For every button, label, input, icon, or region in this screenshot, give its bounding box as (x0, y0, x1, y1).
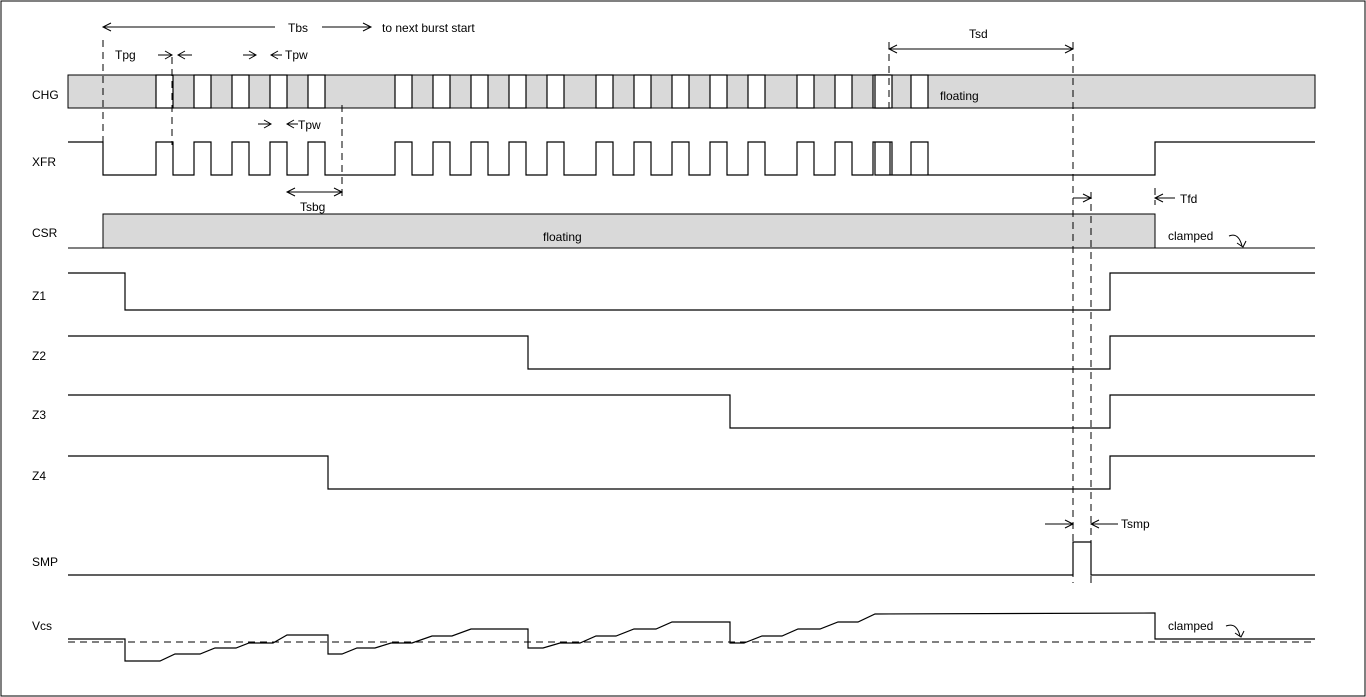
z4-waveform (68, 455, 1315, 490)
tpw-top-arrowhead-left (248, 50, 258, 60)
chg-pulse (193, 74, 212, 109)
tpw-xfr-arrowhead-left (263, 119, 273, 129)
chg-pulse (747, 74, 766, 109)
chg-waveform: floating (67, 74, 1316, 109)
tsbg-label: Tsbg (300, 200, 325, 214)
tpg-arrowhead-right (176, 50, 186, 60)
chg-floating-band (67, 74, 1316, 109)
chg-pulse (307, 74, 326, 109)
chg-pulse (796, 74, 815, 109)
smp-waveform (68, 541, 1315, 576)
signal-label-xfr: XFR (32, 155, 56, 169)
chg-pulse (269, 74, 288, 109)
tsbg-arrowhead-left (285, 187, 296, 197)
signal-label-z1: Z1 (32, 289, 46, 303)
vcs-clamped-arrowhead (1234, 630, 1245, 638)
tpg-dimension: Tpg (115, 48, 192, 62)
csr-clamped-label: clamped (1168, 229, 1213, 243)
signal-label-z4: Z4 (32, 469, 46, 483)
tsd-label: Tsd (969, 27, 988, 41)
signal-label-smp: SMP (32, 555, 58, 569)
csr-floating-label: floating (543, 230, 582, 244)
tsmp-arrowhead-right (1089, 519, 1100, 529)
chg-pulse (432, 74, 451, 109)
csr-floating-band (102, 213, 1156, 249)
tpw-top-label: Tpw (285, 48, 308, 62)
tbs-arrowhead-left (101, 22, 112, 32)
chg-pulse (546, 74, 565, 109)
tsd-dimension: Tsd (887, 27, 1075, 54)
tsbg-dimension: Tsbg (285, 187, 344, 214)
csr-clamped-arrowhead (1236, 240, 1247, 248)
csr-waveform: floating clamped (68, 213, 1315, 249)
csr-clamped-pointer (1228, 234, 1243, 247)
chg-pulse (155, 74, 174, 109)
vcs-clamped-pointer (1225, 624, 1241, 637)
chg-pulse (231, 74, 250, 109)
signal-label-csr: CSR (32, 226, 58, 240)
tfd-label: Tfd (1180, 192, 1197, 206)
tpw-xfr-label: Tpw (298, 118, 321, 132)
tfd-arrowhead (1153, 193, 1164, 203)
tfd-dimension: Tfd (1073, 192, 1197, 206)
tpw-xfr-dimension: Tpw (258, 118, 321, 132)
chg-pulse (709, 74, 728, 109)
signal-label-chg: CHG (32, 88, 59, 102)
tfd-gap-arrowhead (1082, 193, 1093, 203)
next-burst-label: to next burst start (382, 21, 475, 35)
chg-pulse (834, 74, 853, 109)
tpg-arrowhead-left (164, 50, 174, 60)
tsmp-dimension: Tsmp (1045, 517, 1150, 531)
z3-waveform (68, 394, 1315, 429)
tsd-arrowhead-right (1064, 44, 1075, 54)
z2-waveform (68, 335, 1315, 370)
tbs-dimension: Tbs to next burst start (101, 21, 475, 35)
tsd-arrowhead-left (887, 44, 898, 54)
chg-pulse (394, 74, 413, 109)
chg-pulse (508, 74, 527, 109)
tsmp-label: Tsmp (1121, 517, 1150, 531)
tpw-top-dimension: Tpw (243, 48, 308, 62)
tpw-top-arrowhead-right (269, 50, 279, 60)
z1-waveform (68, 272, 1315, 311)
tsmp-arrowhead-left (1064, 519, 1075, 529)
chg-pulse-group (155, 74, 929, 109)
chg-pulse (874, 74, 893, 109)
tsbg-arrowhead-right (333, 187, 344, 197)
vcs-clamped-label: clamped (1168, 619, 1213, 633)
signal-label-z3: Z3 (32, 408, 46, 422)
signal-label-z2: Z2 (32, 349, 46, 363)
chg-pulse (470, 74, 489, 109)
chg-floating-label: floating (940, 89, 979, 103)
tpg-label: Tpg (115, 48, 136, 62)
signal-label-vcs: Vcs (32, 619, 52, 633)
tbs-arrowhead-right (362, 22, 373, 32)
chg-pulse (595, 74, 614, 109)
chg-pulse (633, 74, 652, 109)
xfr-waveform (68, 141, 1315, 176)
tbs-label: Tbs (288, 21, 308, 35)
chg-pulse (910, 74, 929, 109)
chg-pulse (671, 74, 690, 109)
vcs-waveform (68, 612, 1315, 662)
tpw-xfr-arrowhead-right (285, 119, 295, 129)
